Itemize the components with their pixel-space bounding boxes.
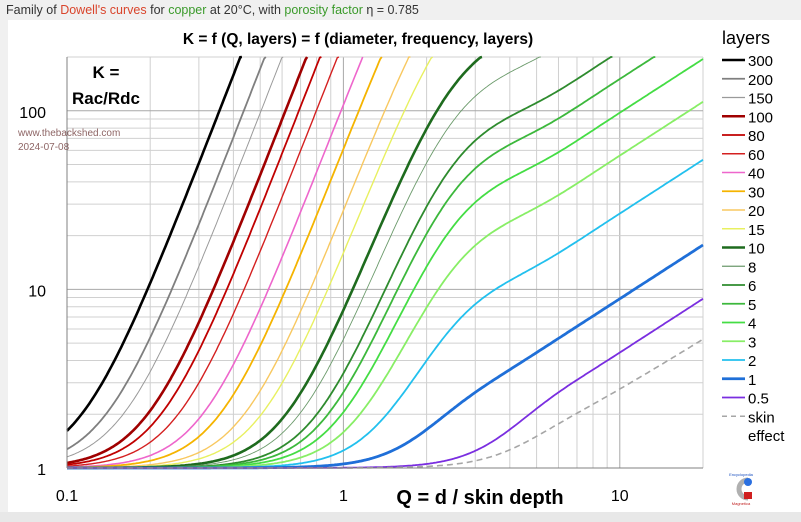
porosity-link[interactable]: porosity factor: [284, 3, 363, 17]
legend-label: 40: [748, 166, 765, 183]
caption-text: at 20°C, with: [206, 3, 285, 17]
footer-bar: [0, 512, 801, 522]
legend-label: 2: [748, 353, 756, 370]
curve-40: [66, 56, 364, 468]
curve-200: [66, 56, 267, 450]
axes: 0.1 1 10 1 10 100: [19, 57, 703, 505]
legend-label: 1: [748, 372, 756, 389]
legend-label: 3: [748, 334, 756, 351]
curve-30: [67, 56, 383, 469]
legend-label: 150: [748, 91, 773, 108]
x-tick-label: 1: [339, 488, 348, 505]
legend-label: 10: [748, 241, 765, 258]
curve-100: [66, 56, 309, 465]
legend-title: layers: [722, 28, 770, 48]
figure-caption: Family of Dowell's curves for copper at …: [6, 3, 419, 17]
y-tick-label: 100: [19, 105, 46, 122]
legend-label: 200: [748, 72, 773, 89]
curve-150: [66, 56, 284, 458]
encyclopedia-magnetica-logo: Encyclopedia Magnetica: [729, 472, 754, 506]
watermark-date: 2024-07-08: [18, 142, 70, 153]
legend-label: 4: [748, 316, 756, 333]
legend-label: 6: [748, 278, 756, 295]
caption-text: for: [146, 3, 169, 17]
legend-label: 15: [748, 222, 765, 239]
curve-80: [66, 56, 322, 466]
y-tick-label: 1: [37, 462, 46, 479]
dowell-chart: 0.1 1 10 1 10 100 K = f (Q, layers) = f (diam…: [17, 28, 785, 509]
logo-text: Encyclopedia: [729, 472, 754, 477]
legend-label: 30: [748, 184, 765, 201]
legend-label: 60: [748, 147, 765, 164]
x-axis-label: Q = d / skin depth: [396, 487, 563, 509]
y-axis-label: Rac/Rdc: [72, 89, 140, 108]
legend-label: 100: [748, 109, 773, 126]
x-tick-label: 10: [611, 488, 629, 505]
legend-label: 20: [748, 203, 765, 220]
caption-text: Family of: [6, 3, 61, 17]
curve-300: [66, 55, 243, 432]
legend-label: 300: [748, 53, 773, 70]
y-axis-label: K =: [93, 63, 120, 82]
legend-label: 80: [748, 128, 765, 145]
x-tick-label: 0.1: [56, 488, 78, 505]
legend-label: 5: [748, 297, 756, 314]
watermark-site: www.thebackshed.com: [17, 128, 120, 139]
y-tick-label: 10: [28, 283, 46, 300]
grid: [66, 56, 704, 469]
legend-label: 8: [748, 259, 756, 276]
copper-link[interactable]: copper: [168, 3, 207, 17]
logo-text: Magnetica: [732, 501, 751, 506]
caption-text: η = 0.785: [362, 3, 419, 17]
curve-60: [66, 56, 340, 467]
dowell-link[interactable]: Dowell's curves: [60, 3, 147, 17]
legend-label: skin: [748, 409, 775, 426]
legend-label: effect: [748, 428, 785, 445]
chart-title: K = f (Q, layers) = f (diameter, frequen…: [183, 31, 533, 48]
chart-panel: 0.1 1 10 1 10 100 K = f (Q, layers) = f (diam…: [8, 20, 801, 512]
legend-label: 0.5: [748, 391, 769, 408]
